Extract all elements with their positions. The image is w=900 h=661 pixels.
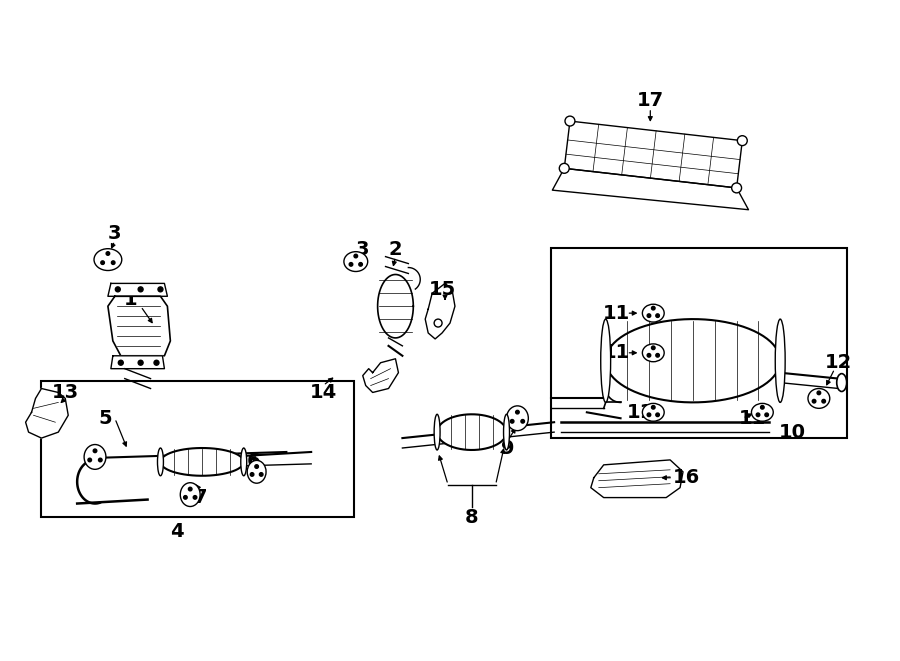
Text: 3: 3 — [108, 224, 122, 243]
Text: 4: 4 — [170, 522, 184, 541]
Circle shape — [822, 399, 825, 403]
Circle shape — [188, 487, 192, 491]
Circle shape — [656, 413, 660, 416]
Polygon shape — [111, 356, 165, 369]
Polygon shape — [363, 359, 399, 393]
Ellipse shape — [180, 483, 200, 506]
Ellipse shape — [344, 252, 368, 272]
Circle shape — [154, 360, 159, 366]
Circle shape — [765, 413, 769, 416]
Circle shape — [255, 465, 258, 468]
Circle shape — [817, 391, 821, 395]
Circle shape — [115, 287, 121, 292]
Text: 17: 17 — [636, 91, 664, 110]
Text: 11: 11 — [739, 408, 766, 428]
Circle shape — [88, 458, 92, 462]
Circle shape — [354, 254, 357, 258]
Circle shape — [652, 406, 655, 409]
Polygon shape — [590, 460, 683, 498]
Bar — [41, 381, 354, 518]
Ellipse shape — [84, 445, 106, 469]
Polygon shape — [606, 319, 780, 403]
Circle shape — [94, 449, 97, 453]
Circle shape — [521, 420, 525, 423]
Ellipse shape — [643, 344, 664, 362]
Circle shape — [158, 287, 163, 292]
Text: 2: 2 — [389, 240, 402, 259]
Circle shape — [112, 261, 115, 264]
Circle shape — [565, 116, 575, 126]
Polygon shape — [108, 284, 167, 296]
Ellipse shape — [600, 319, 610, 403]
Ellipse shape — [507, 406, 528, 431]
Polygon shape — [108, 296, 170, 356]
Circle shape — [732, 183, 742, 193]
Polygon shape — [564, 121, 742, 188]
Circle shape — [349, 262, 353, 266]
Circle shape — [813, 399, 815, 403]
Text: 9: 9 — [500, 438, 514, 457]
Text: 14: 14 — [310, 383, 337, 402]
Ellipse shape — [94, 249, 122, 270]
Circle shape — [652, 306, 655, 310]
Text: 16: 16 — [672, 468, 699, 487]
Ellipse shape — [248, 461, 266, 483]
Circle shape — [559, 163, 569, 173]
Bar — [551, 248, 847, 438]
Circle shape — [647, 413, 651, 416]
Ellipse shape — [752, 403, 773, 421]
Polygon shape — [160, 448, 244, 476]
Circle shape — [138, 287, 143, 292]
Circle shape — [647, 314, 651, 317]
Text: 8: 8 — [465, 508, 479, 527]
Circle shape — [652, 346, 655, 350]
Ellipse shape — [434, 414, 440, 450]
Circle shape — [250, 473, 254, 476]
Ellipse shape — [241, 448, 247, 476]
Circle shape — [359, 262, 363, 266]
Circle shape — [138, 360, 143, 366]
Ellipse shape — [775, 319, 785, 403]
Circle shape — [118, 360, 123, 366]
Circle shape — [647, 354, 651, 357]
Circle shape — [184, 496, 187, 499]
Circle shape — [510, 420, 514, 423]
Circle shape — [259, 473, 263, 476]
Circle shape — [656, 354, 660, 357]
Text: 11: 11 — [603, 303, 630, 323]
Text: 11: 11 — [626, 403, 654, 422]
Ellipse shape — [158, 448, 164, 476]
Circle shape — [101, 261, 104, 264]
Text: 6: 6 — [247, 452, 260, 471]
Polygon shape — [25, 389, 68, 438]
Text: 12: 12 — [825, 353, 852, 372]
Circle shape — [656, 314, 660, 317]
Text: 11: 11 — [603, 343, 630, 362]
Polygon shape — [378, 274, 413, 338]
Circle shape — [760, 406, 764, 409]
Ellipse shape — [643, 403, 664, 421]
Text: 1: 1 — [124, 290, 138, 309]
Circle shape — [756, 413, 760, 416]
Circle shape — [106, 252, 110, 255]
Ellipse shape — [837, 373, 847, 391]
Circle shape — [516, 410, 519, 414]
Text: 7: 7 — [194, 488, 207, 507]
Polygon shape — [553, 169, 749, 210]
Circle shape — [98, 458, 102, 462]
Circle shape — [737, 136, 747, 145]
Ellipse shape — [643, 304, 664, 322]
Text: 15: 15 — [428, 280, 455, 299]
Ellipse shape — [808, 389, 830, 408]
Text: 13: 13 — [51, 383, 79, 402]
Polygon shape — [425, 284, 455, 339]
Text: 3: 3 — [356, 240, 370, 259]
Text: 5: 5 — [98, 408, 112, 428]
Circle shape — [194, 496, 197, 499]
Text: 10: 10 — [778, 422, 806, 442]
Ellipse shape — [503, 414, 509, 450]
Polygon shape — [437, 414, 507, 450]
Circle shape — [434, 319, 442, 327]
